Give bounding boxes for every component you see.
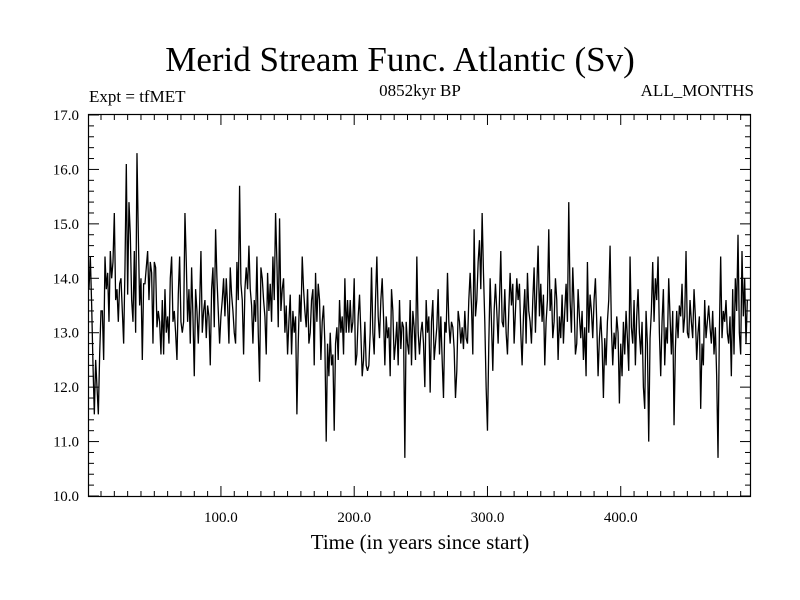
- y-tick-label: 10.0: [53, 489, 79, 505]
- y-axis: 10.0 11.0 12.0 13.0 14.0 15.0 16.0 17.0: [53, 108, 750, 505]
- months-label: ALL_MONTHS: [640, 81, 754, 100]
- period-label: 0852kyr BP: [379, 81, 461, 100]
- x-tick-label: 400.0: [604, 510, 638, 526]
- plot-frame: [87, 113, 752, 498]
- series-line-0: [88, 153, 748, 458]
- y-tick-label: 15.0: [53, 217, 79, 233]
- chart-title: Merid Stream Func. Atlantic (Sv): [165, 40, 635, 79]
- experiment-label: Expt = tfMET: [89, 87, 186, 106]
- y-tick-label: 16.0: [53, 162, 79, 178]
- y-tick-label: 11.0: [53, 435, 79, 451]
- x-axis-label: Time (in years since start): [310, 530, 530, 554]
- y-tick-label: 12.0: [53, 380, 79, 396]
- x-tick-label: 100.0: [204, 510, 238, 526]
- y-tick-label: 17.0: [53, 108, 79, 124]
- series-layer: [88, 153, 748, 458]
- x-tick-label: 300.0: [471, 510, 505, 526]
- x-axis: 100.0 200.0 300.0 400.0: [100, 115, 742, 526]
- y-tick-label: 13.0: [53, 326, 79, 342]
- y-tick-label: 14.0: [53, 271, 79, 287]
- x-tick-label: 200.0: [337, 510, 371, 526]
